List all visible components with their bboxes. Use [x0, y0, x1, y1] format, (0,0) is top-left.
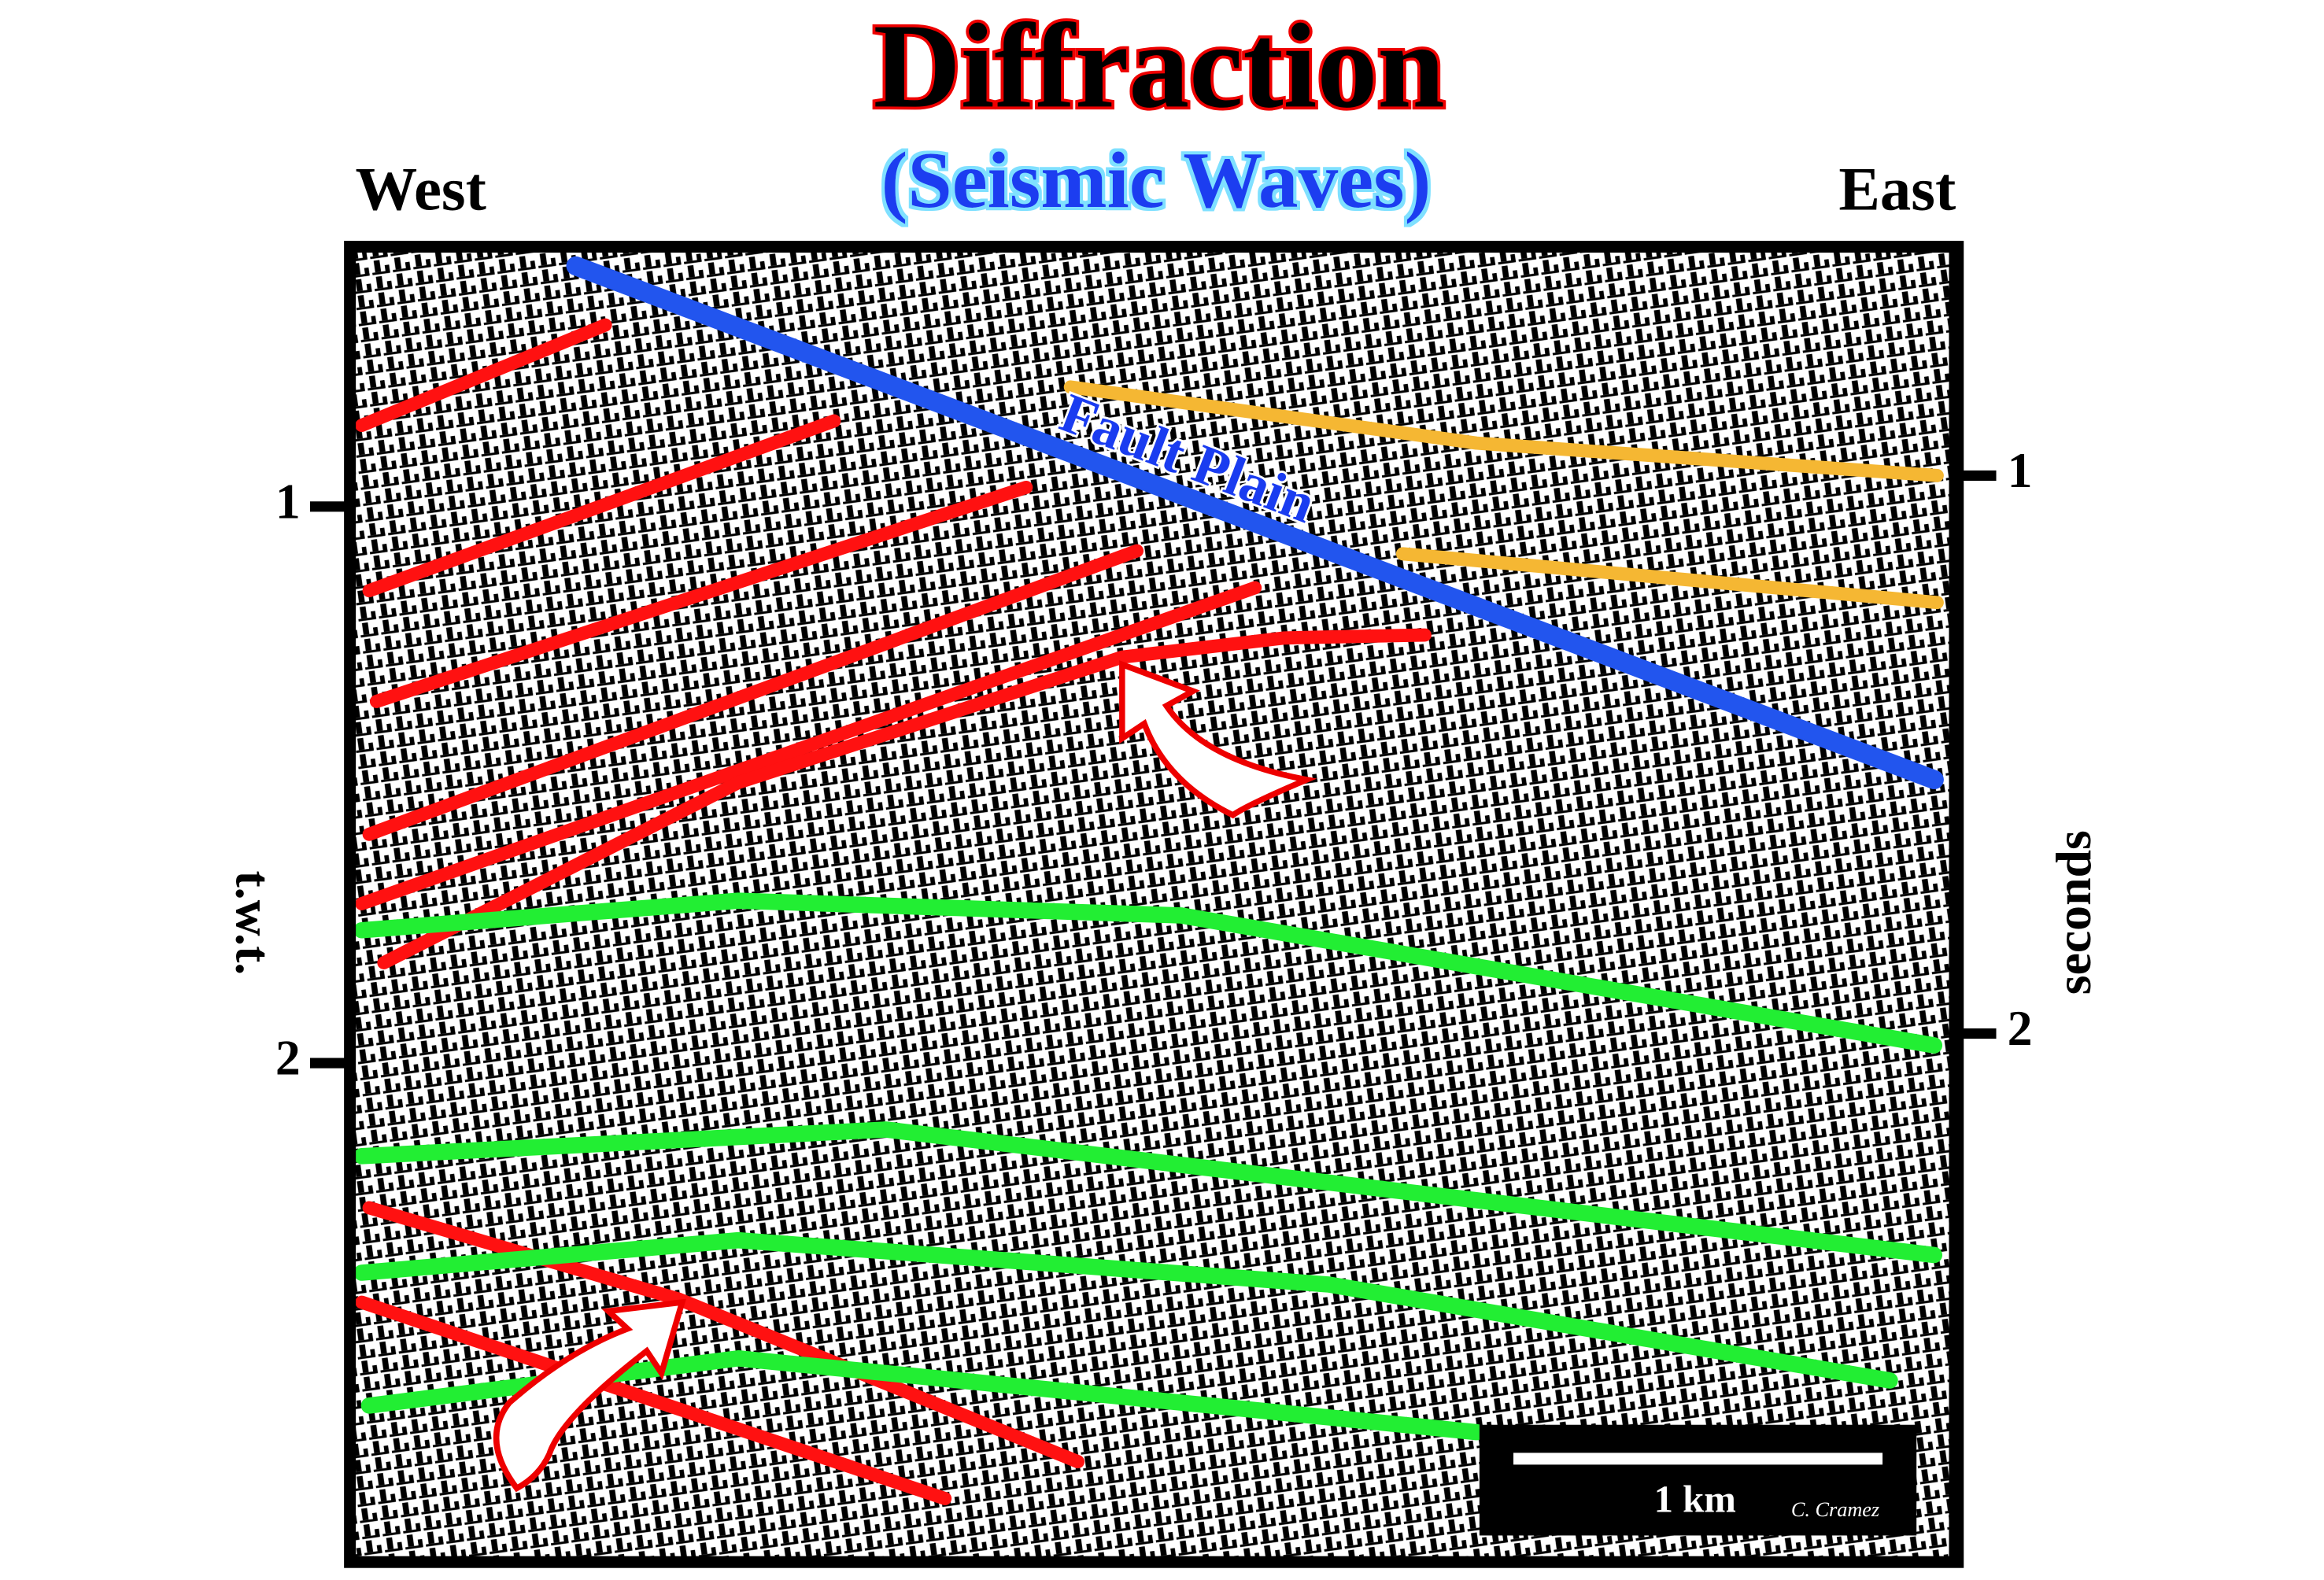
subtitle: (Seismic Waves) [881, 136, 1432, 224]
red-horizon [362, 1201, 1085, 1469]
fault-line [566, 256, 1944, 790]
diffraction-arrow [493, 1298, 686, 1493]
red-horizon [362, 544, 1144, 841]
title: Diffraction [874, 0, 1445, 133]
left-axis: 1 2 t.w.t. [226, 473, 355, 1086]
red-horizon [355, 581, 1262, 910]
green-horizon [353, 892, 1943, 1054]
credit: C. Cramez [1791, 1498, 1879, 1521]
red-horizon [377, 628, 1432, 969]
right-axis: 1 2 seconds [1954, 442, 2101, 1056]
diffraction-arrow [1119, 660, 1317, 819]
axis-label: t.w.t. [226, 870, 282, 975]
green-horizon [353, 1121, 1943, 1264]
axis-label: seconds [2045, 830, 2101, 995]
tick-label: 1 [2008, 442, 2033, 498]
west-label: West [356, 156, 486, 224]
horizons [353, 256, 1944, 1505]
red-horizon [362, 414, 841, 598]
scale-box [1479, 1424, 1917, 1536]
orange-horizon [1395, 547, 1944, 610]
green-horizon [353, 1231, 1898, 1389]
tick-label: 1 [275, 473, 301, 529]
scale-label: 1 km [1654, 1478, 1736, 1520]
tick-label: 2 [275, 1030, 301, 1086]
orange-horizon [1063, 380, 1944, 482]
east-label: East [1838, 156, 1956, 224]
scale-bar: 1 km C. Cramez [1479, 1424, 1917, 1536]
green-horizon [360, 1349, 1485, 1441]
tick-label: 2 [2008, 1000, 2033, 1056]
red-horizon [369, 480, 1033, 708]
red-horizon [355, 1295, 952, 1505]
red-horizon [355, 318, 612, 433]
